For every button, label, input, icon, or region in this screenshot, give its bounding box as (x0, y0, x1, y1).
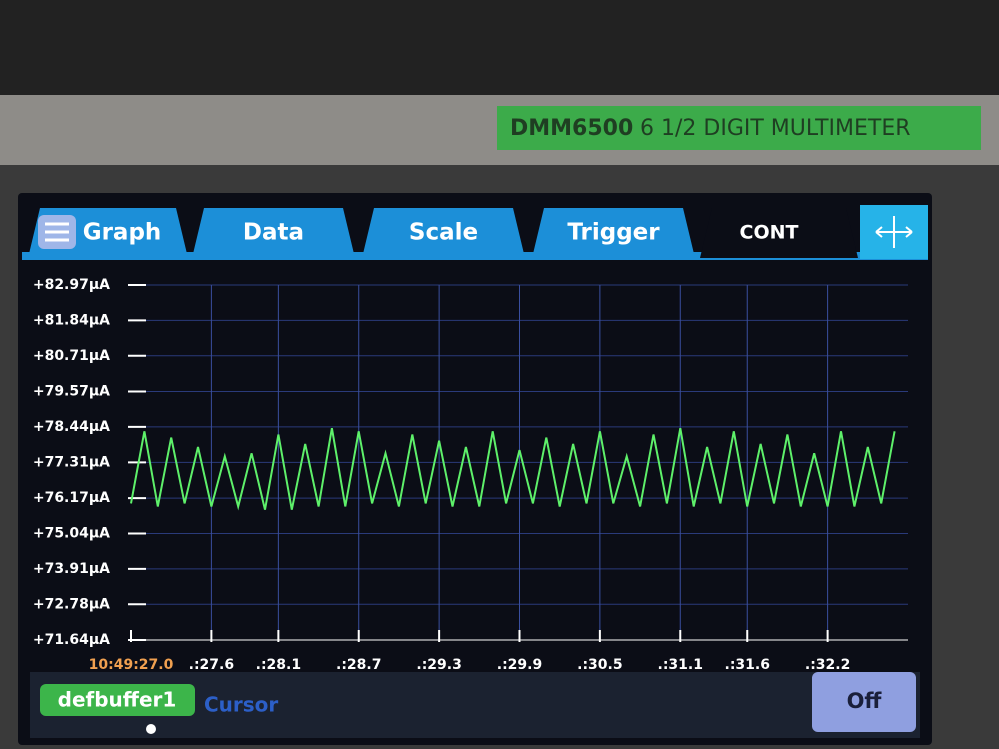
tab-label: Graph (83, 220, 162, 246)
y-tick-label: +73.91µA (33, 561, 110, 577)
y-tick-label: +71.64µA (33, 632, 110, 648)
tab-label: Scale (409, 220, 478, 246)
y-tick-label: +78.44µA (33, 419, 110, 435)
pan-icon (875, 216, 913, 248)
y-tick-label: +75.04µA (33, 525, 110, 541)
model-plate (497, 106, 981, 150)
off-button[interactable] (812, 672, 916, 732)
y-tick-label: +82.97µA (33, 277, 110, 293)
screen (18, 193, 932, 745)
x-tick-label: .:31.1 (658, 657, 703, 673)
tab-label: CONT (740, 222, 799, 244)
tab[interactable] (700, 208, 858, 258)
tab-label: Data (243, 220, 304, 246)
tab[interactable] (362, 208, 525, 258)
y-tick-label: +79.57µA (33, 384, 110, 400)
model-description: 6 1/2 DIGIT MULTIMETER (640, 116, 911, 141)
model: DMM6500 (510, 116, 633, 141)
y-tick-label: +81.84µA (33, 312, 110, 328)
x-tick-label: .:28.1 (256, 657, 301, 673)
x-tick-label: .:29.3 (416, 657, 461, 673)
x-tick-label: .:28.7 (336, 657, 381, 673)
tab[interactable] (532, 208, 695, 258)
x-tick-label: .:30.5 (577, 657, 622, 673)
plot: +71.64µA +72.78µA +73.91µA +75.04µA +76.17µA… (33, 277, 908, 673)
y-tick-label: +76.17µA (33, 490, 110, 506)
y-tick-label: +80.71µA (33, 348, 110, 364)
tab-group: Graph Data Scale Trigger CONT (28, 208, 858, 258)
top-panel (0, 0, 999, 95)
x-tick-label: .:32.2 (805, 657, 850, 673)
page-dot (146, 724, 156, 734)
tab-label: Trigger (567, 220, 660, 246)
y-tick-label: +77.31µA (33, 454, 110, 470)
buffer-badge[interactable] (40, 684, 195, 716)
series-line (130, 428, 896, 511)
tab[interactable] (192, 208, 355, 258)
buffer-name: defbuffer1 (58, 688, 177, 712)
x-tick-label: .:29.9 (497, 657, 542, 673)
x-tick-label: .:31.6 (725, 657, 770, 673)
x-tick-label: 10:49:27.0 (89, 657, 174, 673)
cursor-label: Cursor (204, 693, 278, 717)
y-tick-label: +72.78µA (33, 596, 110, 612)
off-label: Off (847, 689, 883, 713)
x-tick-label: .:27.6 (189, 657, 234, 673)
